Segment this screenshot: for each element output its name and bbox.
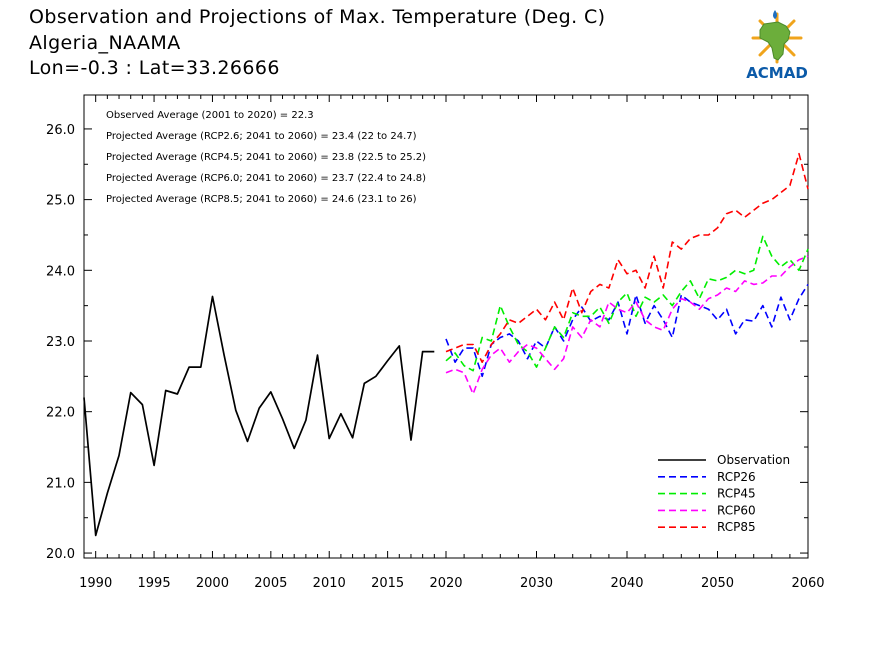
annotation-text: Projected Average (RCP2.6; 2041 to 2060)… — [106, 131, 417, 142]
legend-label: Observation — [717, 453, 790, 467]
annotation-text: Projected Average (RCP6.0; 2041 to 2060)… — [106, 173, 426, 184]
series-line-rcp85 — [445, 152, 809, 364]
africa-logo-icon — [751, 10, 803, 64]
axis-ticks — [84, 95, 809, 558]
legend-label: RCP45 — [717, 487, 756, 501]
series-line-rcp45 — [445, 235, 809, 372]
legend-label: RCP60 — [717, 503, 756, 517]
annotations: Observed Average (2001 to 2020) = 22.3 Pr… — [106, 110, 426, 205]
y-axis-labels: 20.0 21.0 22.0 23.0 24.0 25.0 26.0 — [46, 123, 75, 562]
x-tick-label: 2010 — [313, 576, 346, 591]
acmad-logo: ACMAD — [734, 8, 820, 86]
x-tick-label: 2030 — [520, 576, 553, 591]
y-tick-label: 26.0 — [46, 123, 75, 138]
x-tick-label: 2050 — [701, 576, 734, 591]
legend: Observation RCP26 RCP45 RCP60 RCP85 — [658, 453, 790, 534]
chart-title: Observation and Projections of Max. Temp… — [29, 6, 606, 28]
legend-label: RCP26 — [717, 470, 756, 484]
chart-coordinates: Lon=-0.3 : Lat=33.26666 — [29, 57, 280, 79]
y-tick-label: 25.0 — [46, 194, 75, 209]
annotation-text: Projected Average (RCP8.5; 2041 to 2060)… — [106, 194, 417, 205]
annotation-text: Projected Average (RCP4.5; 2041 to 2060)… — [106, 152, 426, 163]
series-line-observation — [83, 295, 435, 537]
series-line-rcp26 — [445, 283, 809, 378]
y-tick-label: 20.0 — [46, 547, 75, 562]
plot-frame — [83, 94, 809, 559]
x-tick-label: 2000 — [196, 576, 229, 591]
x-tick-label: 1995 — [138, 576, 171, 591]
y-tick-label: 21.0 — [46, 476, 75, 491]
legend-label: RCP85 — [717, 520, 756, 534]
x-tick-label: 2020 — [429, 576, 462, 591]
y-tick-label: 22.0 — [46, 406, 75, 421]
x-tick-label: 2005 — [254, 576, 287, 591]
series-layer — [83, 152, 809, 537]
y-tick-label: 24.0 — [46, 264, 75, 279]
annotation-text: Observed Average (2001 to 2020) = 22.3 — [106, 110, 314, 121]
logo-text: ACMAD — [746, 64, 808, 82]
series-line-rcp60 — [445, 255, 809, 395]
x-tick-label: 1990 — [79, 576, 112, 591]
x-axis-labels: 1990 1995 2000 2005 2010 2015 2020 2030 2040 2050… — [79, 576, 824, 591]
chart-location: Algeria_NAAMA — [29, 32, 181, 54]
x-tick-label: 2060 — [791, 576, 824, 591]
x-tick-label: 2040 — [610, 576, 643, 591]
x-tick-label: 2015 — [371, 576, 404, 591]
y-tick-label: 23.0 — [46, 335, 75, 350]
